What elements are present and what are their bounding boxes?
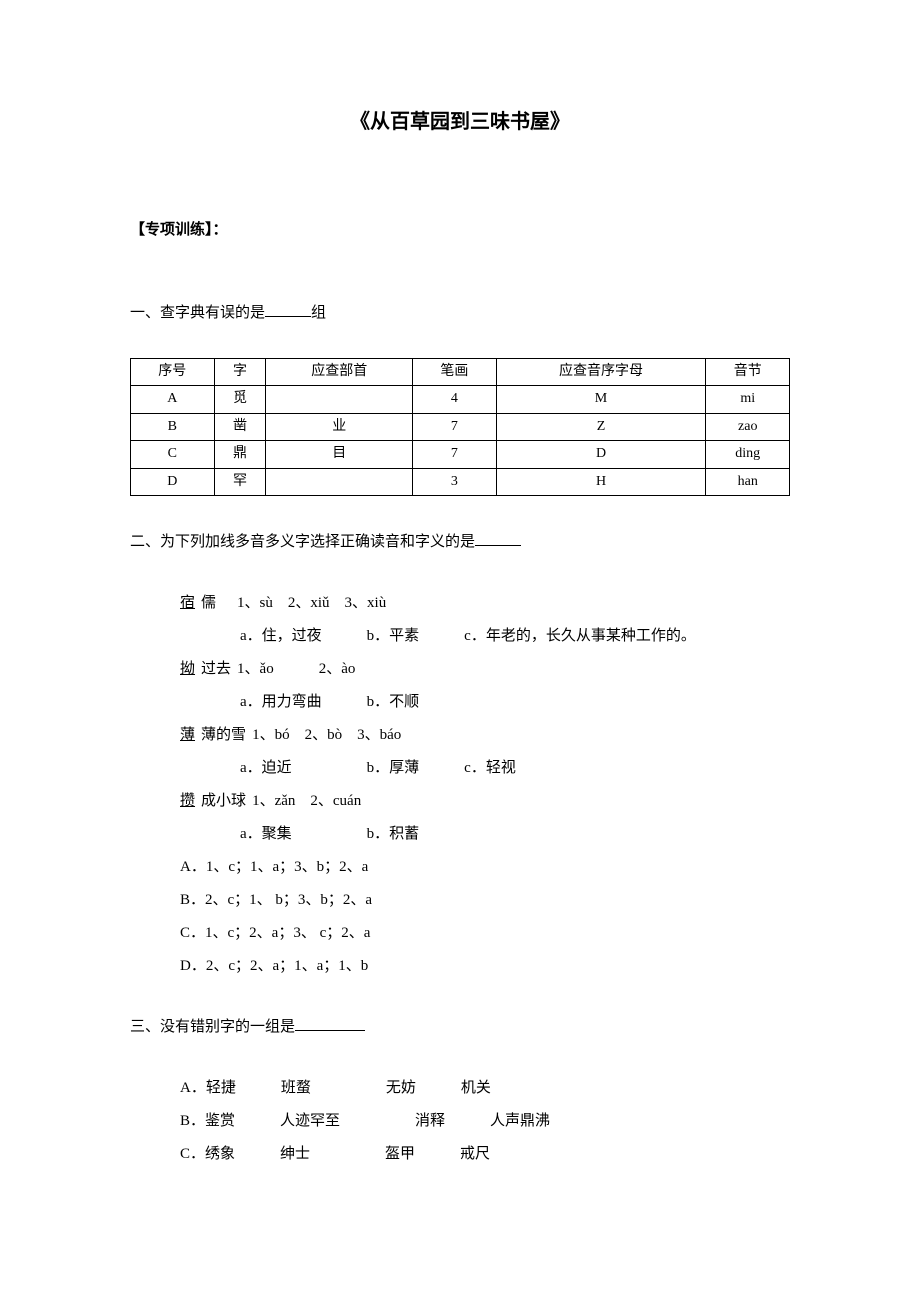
table-cell: A: [131, 386, 215, 413]
table-cell: 凿: [214, 413, 266, 440]
table-cell: 4: [413, 386, 497, 413]
table-cell: 鼎: [214, 441, 266, 468]
table-cell: mi: [706, 386, 790, 413]
q2-choice: C．1、c；2、a；3、 c；2、a: [180, 917, 790, 950]
table-cell: 目: [266, 441, 413, 468]
q1-prefix: 一、查字典有误的是: [130, 305, 265, 321]
th: 笔画: [413, 359, 497, 386]
table-row: B凿业7Zzao: [131, 413, 790, 440]
q1-table: 序号 字 应查部首 笔画 应查音序字母 音节 A觅4MmiB凿业7ZzaoC鼎目…: [130, 358, 790, 496]
q2-choice: D．2、c；2、a；1、a；1、b: [180, 950, 790, 983]
q2-item-def: a．聚集 b．积蓄: [130, 818, 790, 851]
q2-item-def: a．迫近 b．厚薄 c．轻视: [130, 752, 790, 785]
table-cell: 觅: [214, 386, 266, 413]
table-row: D罕 3Hhan: [131, 468, 790, 495]
table-cell: 7: [413, 441, 497, 468]
section-head: 【专项训练】：: [130, 214, 790, 247]
th: 应查音序字母: [496, 359, 706, 386]
table-cell: ding: [706, 441, 790, 468]
table-row: C鼎目7Dding: [131, 441, 790, 468]
table-cell: B: [131, 413, 215, 440]
q3-choice: A．轻捷 班蝥 无妨 机关: [180, 1072, 790, 1105]
table-cell: 3: [413, 468, 497, 495]
q1-suffix: 组: [311, 305, 326, 321]
question-2: 二、为下列加线多音多义字选择正确读音和字义的是: [130, 526, 790, 559]
table-cell: [266, 468, 413, 495]
doc-title: 《从百草园到三味书屋》: [130, 100, 790, 144]
th: 音节: [706, 359, 790, 386]
table-cell: M: [496, 386, 706, 413]
table-cell: D: [131, 468, 215, 495]
table-cell: D: [496, 441, 706, 468]
q2-blank: [475, 530, 521, 546]
table-cell: Z: [496, 413, 706, 440]
question-1: 一、查字典有误的是 组: [130, 297, 790, 330]
th: 序号: [131, 359, 215, 386]
q2-choice: B．2、c；1、 b；3、b；2、a: [180, 884, 790, 917]
table-cell: 业: [266, 413, 413, 440]
q2-item-pinyin: 攒成小球1、zǎn 2、cuán: [130, 785, 790, 818]
q2-item-pinyin: 薄薄的雪1、bó 2、bò 3、báo: [130, 719, 790, 752]
table-cell: [266, 386, 413, 413]
q2-choice: A．1、c；1、a；3、b；2、a: [180, 851, 790, 884]
q2-stem: 二、为下列加线多音多义字选择正确读音和字义的是: [130, 534, 475, 550]
table-cell: H: [496, 468, 706, 495]
th: 应查部首: [266, 359, 413, 386]
q1-blank: [265, 301, 311, 317]
q2-item-pinyin: 宿儒 1、sù 2、xiǔ 3、xiù: [130, 587, 790, 620]
table-cell: 罕: [214, 468, 266, 495]
table-cell: zao: [706, 413, 790, 440]
table-cell: C: [131, 441, 215, 468]
q2-item-pinyin: 拗过去1、ǎo 2、ào: [130, 653, 790, 686]
q3-choice: B．鉴赏 人迹罕至 消释 人声鼎沸: [180, 1105, 790, 1138]
q3-stem: 三、没有错别字的一组是: [130, 1019, 295, 1035]
table-row: A觅 4Mmi: [131, 386, 790, 413]
q3-blank: [295, 1015, 365, 1031]
table-cell: han: [706, 468, 790, 495]
table-cell: 7: [413, 413, 497, 440]
th: 字: [214, 359, 266, 386]
question-3: 三、没有错别字的一组是: [130, 1011, 790, 1044]
q2-item-def: a．用力弯曲 b．不顺: [130, 686, 790, 719]
q3-choice: C．绣象 绅士 盔甲 戒尺: [180, 1138, 790, 1171]
q2-item-def: a．住，过夜 b．平素 c．年老的，长久从事某种工作的。: [130, 620, 790, 653]
